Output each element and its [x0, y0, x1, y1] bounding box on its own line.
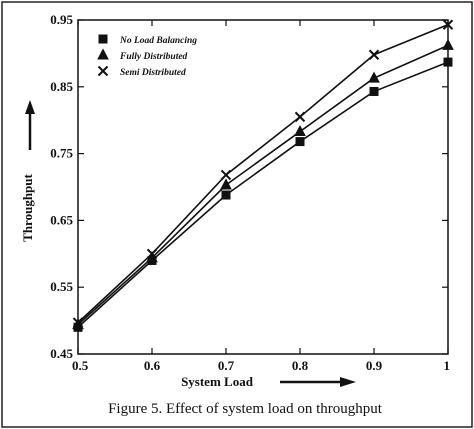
legend-marker-no-load-balancing	[98, 34, 108, 44]
y-tick-label: 0.45	[50, 346, 73, 361]
data-point-no-load-balancing	[369, 86, 379, 96]
data-point-semi-distributed	[442, 19, 454, 30]
y-tick-label: 0.85	[50, 79, 73, 94]
data-point-semi-distributed	[72, 317, 84, 328]
series-line-no-load-balancing	[77, 61, 449, 328]
data-point-semi-distributed	[294, 111, 306, 123]
y-axis-title: Throughput	[20, 173, 35, 241]
x-tick-label: 0.9	[366, 358, 383, 373]
plot-frame	[77, 19, 449, 355]
x-axis-title: System Load	[181, 374, 254, 389]
x-tick-label: 0.6	[144, 358, 161, 373]
series-layer	[72, 19, 454, 332]
y-axis-ticks: 0.45 0.55 0.65 0.75 0.85 0.95	[50, 12, 448, 361]
legend-label-fully-distributed: Fully Distributed	[119, 52, 188, 62]
data-point-semi-distributed	[220, 169, 232, 181]
data-point-no-load-balancing	[443, 57, 453, 67]
y-tick-label: 0.75	[50, 146, 73, 161]
data-point-fully-distributed	[368, 71, 380, 83]
data-point-no-load-balancing	[221, 190, 231, 200]
data-point-fully-distributed	[294, 124, 306, 137]
y-tick-label: 0.95	[50, 12, 73, 27]
legend-marker-fully-distributed	[97, 48, 109, 60]
figure-caption: Figure 5. Effect of system load on throu…	[108, 401, 383, 417]
legend: No Load Balancing Fully Distributed Semi D…	[97, 34, 197, 78]
y-tick-label: 0.65	[50, 212, 73, 227]
legend-marker-semi-distributed	[97, 65, 109, 77]
x-tick-label: 0.7	[218, 358, 235, 373]
x-tick-label: 0.5	[72, 358, 89, 373]
x-axis-arrow-icon	[280, 377, 356, 387]
x-axis-ticks: 0.5 0.6 0.7 0.8 0.9 1	[72, 20, 450, 373]
data-point-semi-distributed	[368, 49, 380, 60]
legend-label-no-load-balancing: No Load Balancing	[119, 36, 197, 46]
x-tick-label: 0.8	[292, 358, 309, 373]
y-axis-arrow-icon	[25, 100, 35, 150]
data-point-semi-distributed	[146, 248, 158, 260]
data-point-fully-distributed	[442, 38, 454, 50]
series-line-semi-distributed	[77, 23, 449, 324]
series-line-fully-distributed	[77, 44, 449, 326]
y-tick-label: 0.55	[50, 279, 73, 294]
data-point-fully-distributed	[220, 178, 232, 190]
x-tick-label: 1	[444, 358, 451, 373]
data-point-no-load-balancing	[295, 137, 305, 147]
legend-label-semi-distributed: Semi Distributed	[120, 68, 186, 78]
